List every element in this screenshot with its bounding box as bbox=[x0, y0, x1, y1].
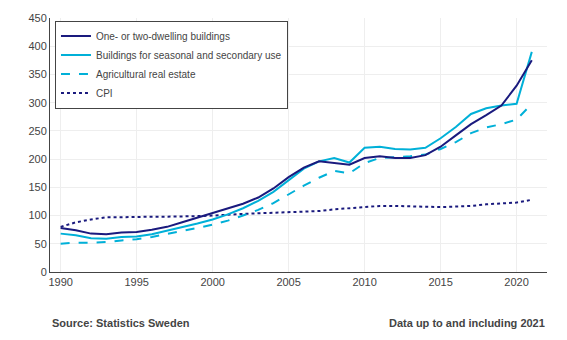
svg-text:250: 250 bbox=[28, 125, 46, 137]
svg-text:1990: 1990 bbox=[48, 276, 72, 288]
svg-text:1995: 1995 bbox=[124, 276, 148, 288]
svg-text:2005: 2005 bbox=[276, 276, 300, 288]
svg-text:150: 150 bbox=[28, 181, 46, 193]
svg-text:200: 200 bbox=[28, 153, 46, 165]
svg-text:Buildings for seasonal and sec: Buildings for seasonal and secondary use bbox=[96, 50, 282, 61]
svg-text:One- or two-dwelling buildings: One- or two-dwelling buildings bbox=[96, 31, 230, 42]
svg-text:CPI: CPI bbox=[96, 88, 113, 99]
svg-text:50: 50 bbox=[35, 238, 47, 250]
svg-text:100: 100 bbox=[28, 209, 46, 221]
svg-text:300: 300 bbox=[28, 97, 46, 109]
svg-text:2020: 2020 bbox=[504, 276, 528, 288]
svg-text:Data up to and including 2021: Data up to and including 2021 bbox=[389, 317, 545, 329]
svg-text:400: 400 bbox=[28, 40, 46, 52]
svg-text:Agricultural real estate: Agricultural real estate bbox=[96, 69, 196, 80]
svg-text:350: 350 bbox=[28, 68, 46, 80]
svg-text:Source: Statistics Sweden: Source: Statistics Sweden bbox=[52, 317, 190, 329]
svg-text:2000: 2000 bbox=[200, 276, 224, 288]
svg-text:0: 0 bbox=[41, 266, 47, 278]
svg-text:2010: 2010 bbox=[352, 276, 376, 288]
svg-text:450: 450 bbox=[28, 12, 46, 24]
svg-text:2015: 2015 bbox=[428, 276, 452, 288]
